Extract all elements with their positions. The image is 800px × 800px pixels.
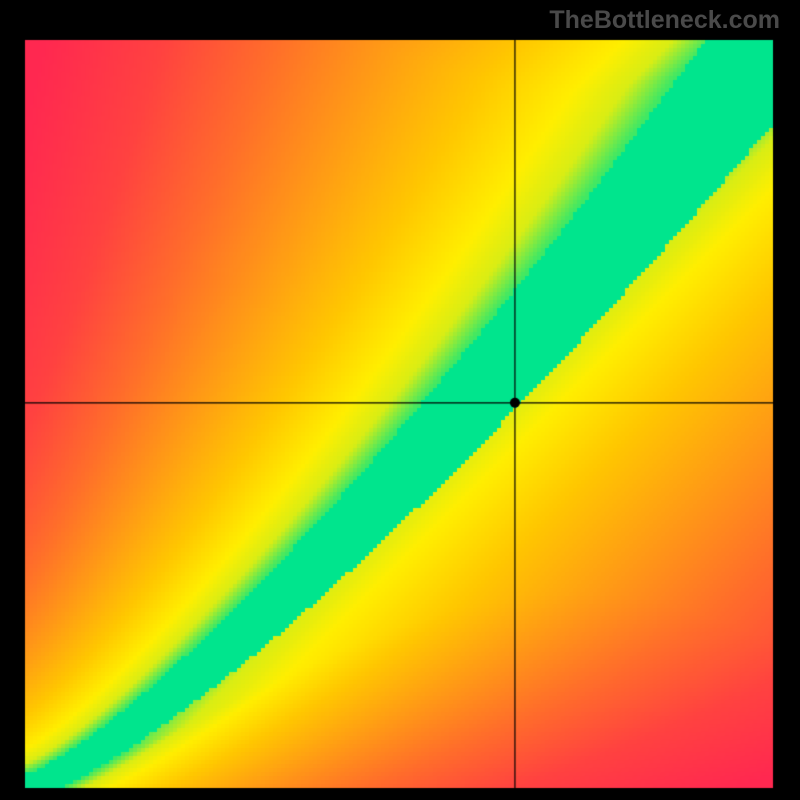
watermark-text: TheBottleneck.com (549, 6, 780, 35)
bottleneck-heatmap (0, 0, 800, 800)
